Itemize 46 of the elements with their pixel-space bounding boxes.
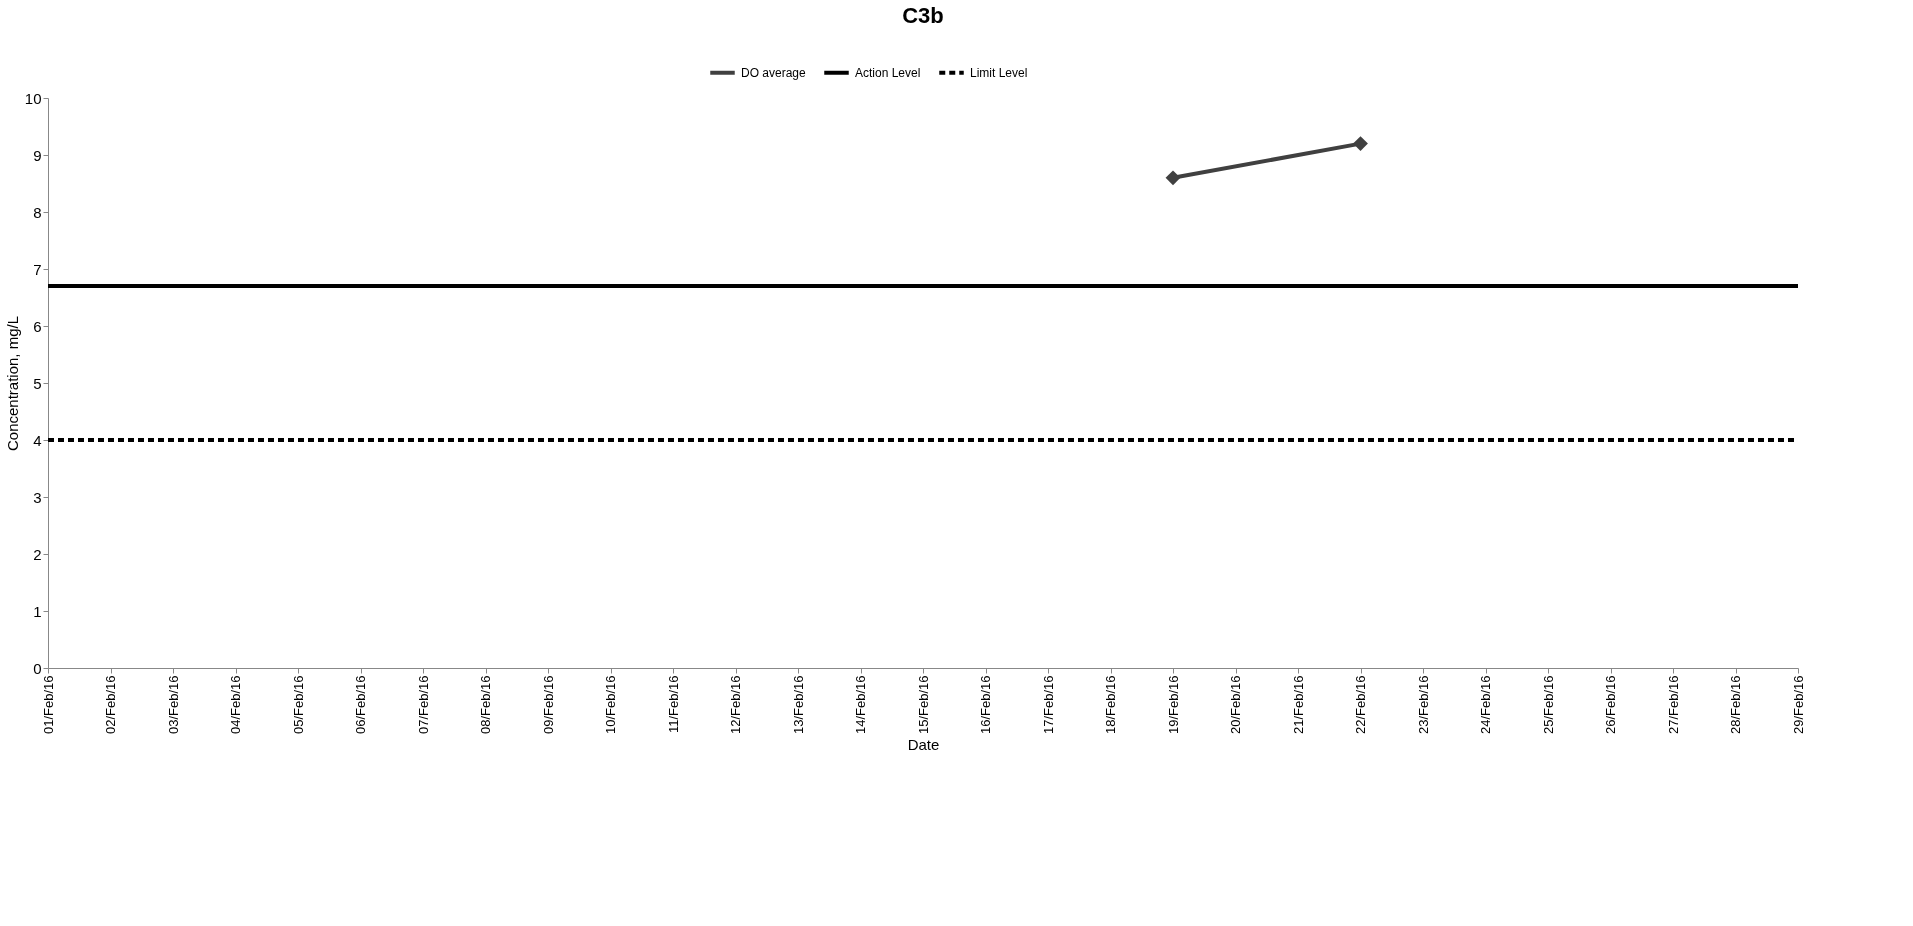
x-tick-label: 12/Feb/16 [728, 675, 743, 735]
y-tick-label: 3 [33, 488, 42, 506]
x-tick-label: 03/Feb/16 [165, 675, 181, 735]
x-tick-label: 27/Feb/16 [1665, 675, 1681, 735]
x-axis-title: Date [907, 736, 940, 754]
y-axis-title: Concentration, mg/L [3, 315, 21, 452]
x-tick-label: 21/Feb/16 [1290, 675, 1306, 735]
x-tick-label: 18/Feb/16 [1103, 675, 1118, 735]
y-tick-label: 0 [33, 659, 42, 677]
x-tick-label: 05/Feb/16 [290, 675, 306, 735]
y-tick-label: 5 [33, 374, 42, 392]
y-tick-label: 8 [33, 203, 42, 221]
x-tick-label: 02/Feb/16 [103, 675, 118, 735]
y-tick-label: 4 [33, 431, 42, 449]
y-tick-label: 10 [24, 89, 42, 107]
x-tick-label: 17/Feb/16 [1040, 675, 1056, 735]
y-tick-label: 7 [33, 260, 42, 278]
x-tick-label: 07/Feb/16 [415, 675, 431, 735]
chart-title: C3b [902, 3, 944, 28]
x-tick-label: 11/Feb/16 [665, 675, 681, 734]
x-tick-label: 15/Feb/16 [915, 675, 931, 735]
y-tick-label: 2 [33, 545, 42, 563]
x-tick-label: 10/Feb/16 [603, 675, 618, 735]
x-tick-label: 24/Feb/16 [1478, 675, 1493, 735]
x-tick-label: 20/Feb/16 [1228, 675, 1243, 735]
x-tick-label: 26/Feb/16 [1603, 675, 1618, 735]
x-tick-label: 19/Feb/16 [1165, 675, 1181, 735]
x-tick-label: 29/Feb/16 [1790, 675, 1806, 735]
x-tick-label: 23/Feb/16 [1415, 675, 1431, 735]
y-tick-label: 6 [33, 317, 42, 335]
x-tick-label: 01/Feb/16 [40, 675, 56, 735]
x-tick-label: 25/Feb/16 [1540, 675, 1556, 735]
x-tick-label: 09/Feb/16 [540, 675, 556, 735]
y-tick-label: 1 [33, 602, 42, 620]
x-tick-label: 14/Feb/16 [853, 675, 868, 735]
x-tick-label: 22/Feb/16 [1353, 675, 1368, 735]
x-tick-label: 06/Feb/16 [353, 675, 368, 735]
x-tick-label: 13/Feb/16 [790, 675, 806, 735]
legend-label: Limit Level [970, 65, 1028, 80]
x-tick-label: 28/Feb/16 [1728, 675, 1743, 735]
x-tick-label: 16/Feb/16 [978, 675, 993, 735]
y-tick-label: 9 [33, 146, 42, 164]
x-tick-label: 04/Feb/16 [228, 675, 243, 735]
legend-label: DO average [741, 65, 807, 80]
legend-label: Action Level [855, 65, 921, 80]
x-tick-label: 08/Feb/16 [478, 675, 493, 735]
